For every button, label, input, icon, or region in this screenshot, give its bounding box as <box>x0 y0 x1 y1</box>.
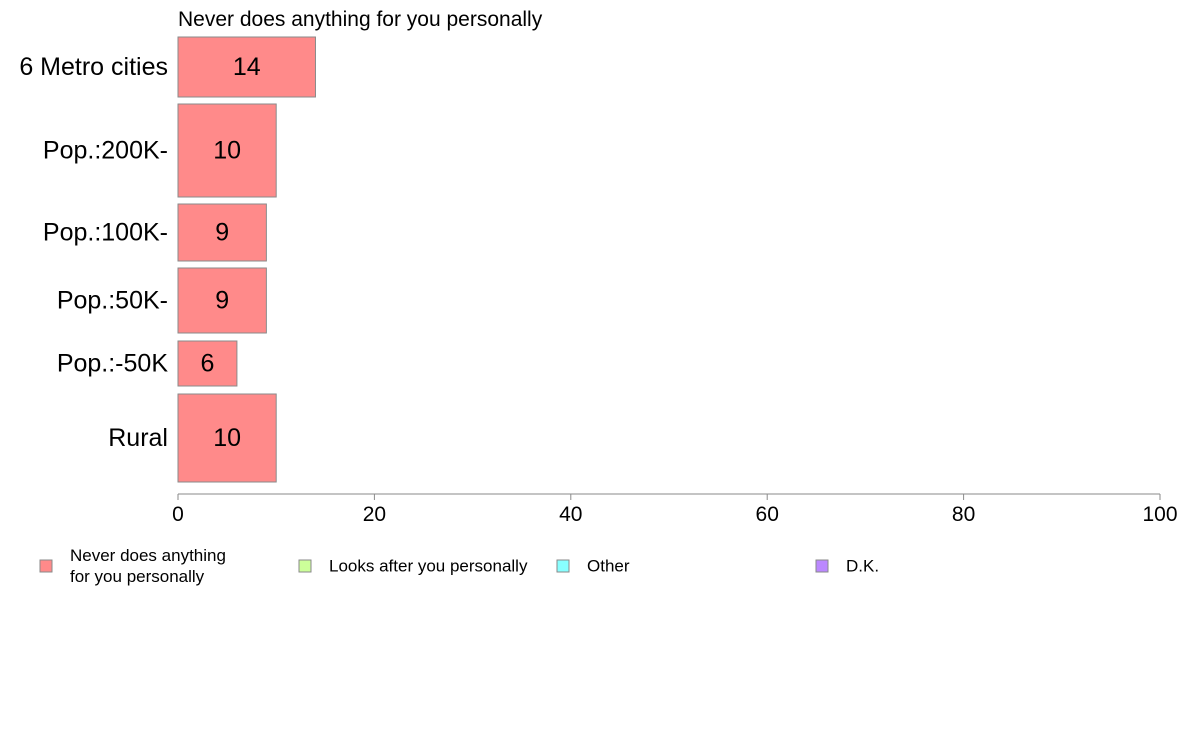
bar <box>177 340 238 387</box>
legend-label: Other <box>587 557 630 576</box>
x-tick-label: 100 <box>1142 503 1177 526</box>
bar-value-label: 10 <box>213 424 241 452</box>
legend-label: D.K. <box>846 557 879 576</box>
category-label: Pop.:50K- <box>57 287 168 315</box>
x-tick-label: 0 <box>172 503 184 526</box>
legend-label: Looks after you personally <box>329 557 528 576</box>
legend: Never does anything for you personally Loo… <box>39 546 879 586</box>
bar-value-label: 6 <box>201 350 215 378</box>
legend-swatch <box>39 559 53 573</box>
legend-label: Never does anything <box>70 546 226 565</box>
category-label: Pop.:-50K <box>57 350 169 378</box>
bar-value-label: 9 <box>215 219 229 247</box>
category-label: Pop.:100K- <box>43 219 168 247</box>
bar <box>177 393 277 483</box>
category-label: Rural <box>108 424 168 452</box>
bar-value-label: 10 <box>213 137 241 165</box>
category-label: Pop.:200K- <box>43 137 168 165</box>
legend-swatch <box>815 559 829 573</box>
x-tick-label: 20 <box>363 503 386 526</box>
x-tick-label: 60 <box>756 503 779 526</box>
category-label: 6 Metro cities <box>19 53 168 81</box>
x-axis: 0 20 40 60 80 100 <box>172 493 1178 526</box>
bar-value-label: 14 <box>233 53 261 81</box>
bar <box>177 203 267 262</box>
chart-title: Never does anything for you personally <box>178 8 543 31</box>
legend-swatch <box>298 559 312 573</box>
legend-label: for you personally <box>70 567 205 586</box>
bar <box>177 103 277 198</box>
bar <box>177 267 267 334</box>
bar-value-label: 9 <box>215 287 229 315</box>
legend-swatch <box>556 559 570 573</box>
x-tick-label: 80 <box>952 503 975 526</box>
bar <box>177 36 316 98</box>
bars-group: 6 Metro cities 14 Pop.:200K- 10 Pop.:100K- 9 P… <box>19 36 316 483</box>
x-tick-label: 40 <box>559 503 582 526</box>
